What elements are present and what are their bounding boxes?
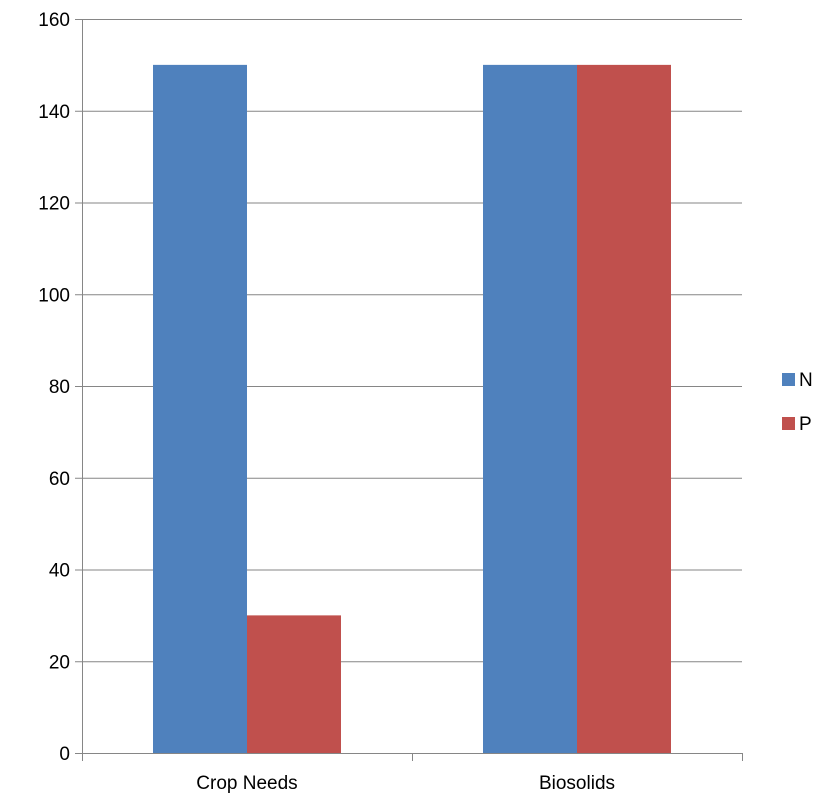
legend-label-n: N: [799, 370, 813, 391]
bars: [153, 64, 671, 753]
x-tick-label: Biosolids: [539, 773, 615, 794]
bar-p-biosolids: [577, 64, 671, 753]
x-tick-label: Crop Needs: [196, 773, 297, 794]
tick-labels: 0 20 40 60 80 100 120 140 160 Crop Needs Biosolids: [38, 10, 615, 794]
axes: [75, 19, 743, 761]
legend-label-p: P: [799, 414, 812, 435]
y-tick-label: 40: [49, 561, 70, 582]
y-tick-label: 20: [49, 652, 70, 673]
bar-p-crop-needs: [247, 615, 341, 753]
y-tick-label: 140: [38, 102, 70, 123]
y-tick-label: 0: [59, 744, 70, 765]
y-tick-label: 60: [49, 469, 70, 490]
bar-n-biosolids: [483, 64, 577, 753]
bar-n-crop-needs: [153, 64, 247, 753]
y-tick-label: 120: [38, 194, 70, 215]
y-tick-label: 100: [38, 285, 70, 306]
legend-swatch-n: [782, 373, 795, 386]
y-tick-label: 160: [38, 10, 70, 31]
y-tick-label: 80: [49, 377, 70, 398]
legend: NP: [782, 370, 813, 435]
legend-swatch-p: [782, 417, 795, 430]
